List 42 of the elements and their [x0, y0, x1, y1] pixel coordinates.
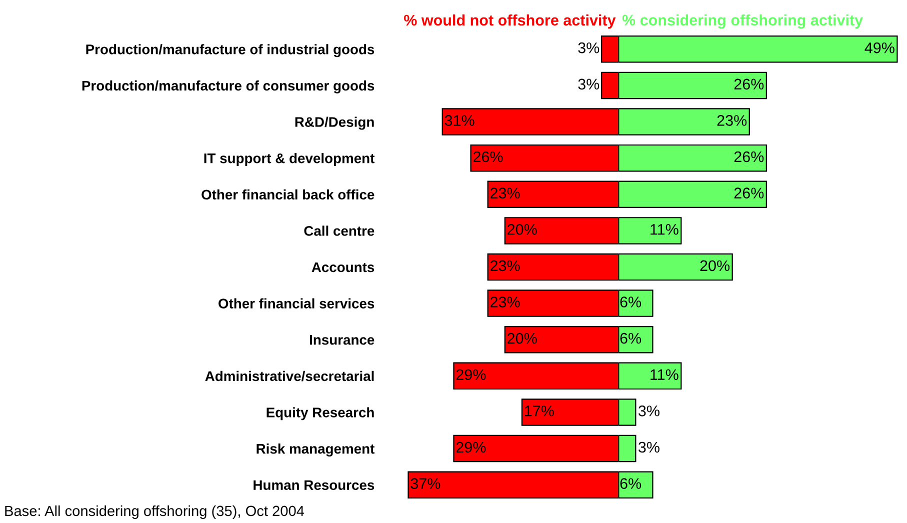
data-label: 26% — [734, 151, 764, 162]
data-label: 3% — [638, 406, 660, 416]
data-label: 31% — [444, 115, 474, 126]
y-tick-label: Other financial back office — [202, 189, 374, 200]
data-label: 17% — [525, 406, 554, 416]
data-label: 20% — [508, 332, 537, 344]
data-label: 6% — [620, 332, 642, 344]
y-tick-label: Production/manufacture of industrial goods — [86, 44, 374, 58]
data-label: 11% — [650, 224, 678, 235]
y-tick-label: R&D/Design — [295, 116, 374, 130]
data-label: 20% — [508, 224, 537, 235]
data-label: 23% — [490, 188, 520, 198]
data-label: 3% — [638, 442, 660, 453]
y-tick-label: Call centre — [304, 226, 374, 236]
y-tick-label: Equity Research — [266, 407, 374, 420]
data-label: 29% — [456, 442, 486, 453]
data-label: 3% — [578, 78, 600, 90]
series-label: % considering offshoring activity — [622, 14, 863, 29]
y-tick-label: Production/manufacture of consumer goods — [82, 80, 374, 94]
data-label: 26% — [734, 78, 764, 90]
y-tick-label: Risk management — [256, 444, 375, 457]
text: Base: All considering offshoring (35), Oct 2004 — [5, 505, 304, 519]
data-label: 11% — [650, 369, 678, 380]
y-tick-label: Human Resources — [254, 480, 374, 490]
data-label: 23% — [490, 260, 520, 272]
series-label: % would not offshore activity — [404, 14, 616, 29]
y-tick-label: Other financial services — [218, 298, 374, 308]
y-tick-label: Insurance — [310, 335, 374, 345]
data-label: 20% — [700, 260, 730, 272]
y-tick-label: Accounts — [312, 262, 374, 272]
data-label: 49% — [864, 42, 894, 54]
data-label: 37% — [410, 478, 440, 489]
data-label: 23% — [490, 296, 520, 308]
data-label: 26% — [473, 151, 503, 162]
data-label: 29% — [456, 369, 486, 380]
y-tick-label: IT support & development — [204, 153, 375, 166]
data-label: 6% — [620, 478, 642, 489]
data-label: 6% — [620, 296, 642, 308]
data-label: 3% — [578, 42, 600, 54]
y-tick-label: Administrative/secretarial — [205, 370, 374, 382]
data-label: 23% — [717, 115, 747, 126]
data-label: 26% — [734, 188, 764, 198]
